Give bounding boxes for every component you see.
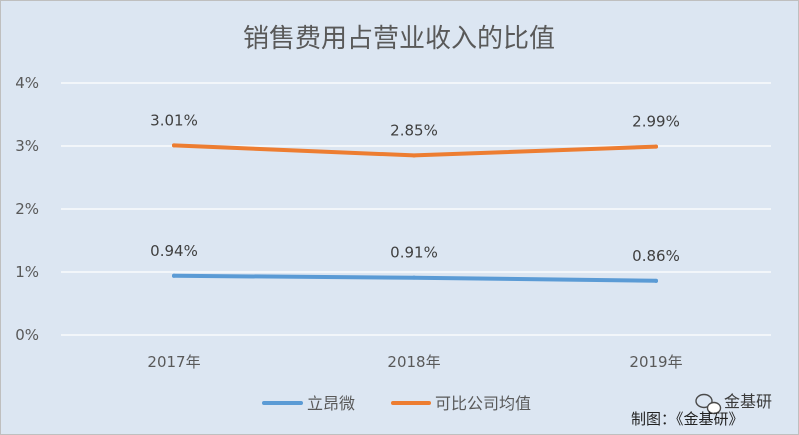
data-label: 0.94%: [150, 242, 198, 260]
wechat-icon: [695, 393, 722, 415]
data-point: [412, 153, 416, 158]
y-tick-label: 0%: [15, 326, 39, 344]
x-axis-tick-labels: 2017年 2018年 2019年: [147, 353, 682, 371]
data-point: [654, 144, 658, 149]
data-labels: 0.94% 0.91% 0.86% 3.01% 2.85% 2.99%: [150, 111, 680, 264]
legend: 立昂微 可比公司均值: [262, 394, 531, 413]
series-lines: [172, 143, 658, 283]
data-label: 3.01%: [150, 111, 198, 129]
data-label: 2.85%: [390, 121, 438, 139]
data-label: 0.86%: [632, 247, 680, 265]
chart-title: 销售费用占营业收入的比值: [243, 24, 555, 54]
y-axis-tick-labels: 0% 1% 2% 3% 4%: [15, 74, 39, 344]
y-tick-label: 4%: [15, 74, 39, 92]
x-tick-label: 2018年: [387, 353, 440, 371]
legend-label-liangwei: 立昂微: [307, 394, 355, 413]
data-point: [412, 275, 416, 280]
x-tick-label: 2017年: [147, 353, 200, 371]
y-tick-label: 1%: [15, 263, 39, 281]
data-label: 2.99%: [632, 113, 680, 131]
x-tick-label: 2019年: [629, 353, 682, 371]
y-tick-label: 3%: [15, 137, 39, 155]
data-point: [172, 273, 176, 278]
chart-credit: 制图：《金基研》: [631, 410, 744, 428]
data-label: 0.91%: [390, 244, 438, 262]
watermark-text: 金基研: [724, 392, 772, 411]
watermark: 金基研: [695, 392, 772, 415]
legend-label-peer-average: 可比公司均值: [435, 394, 531, 413]
data-point: [172, 143, 176, 148]
data-point: [654, 278, 658, 283]
y-tick-label: 2%: [15, 200, 39, 218]
